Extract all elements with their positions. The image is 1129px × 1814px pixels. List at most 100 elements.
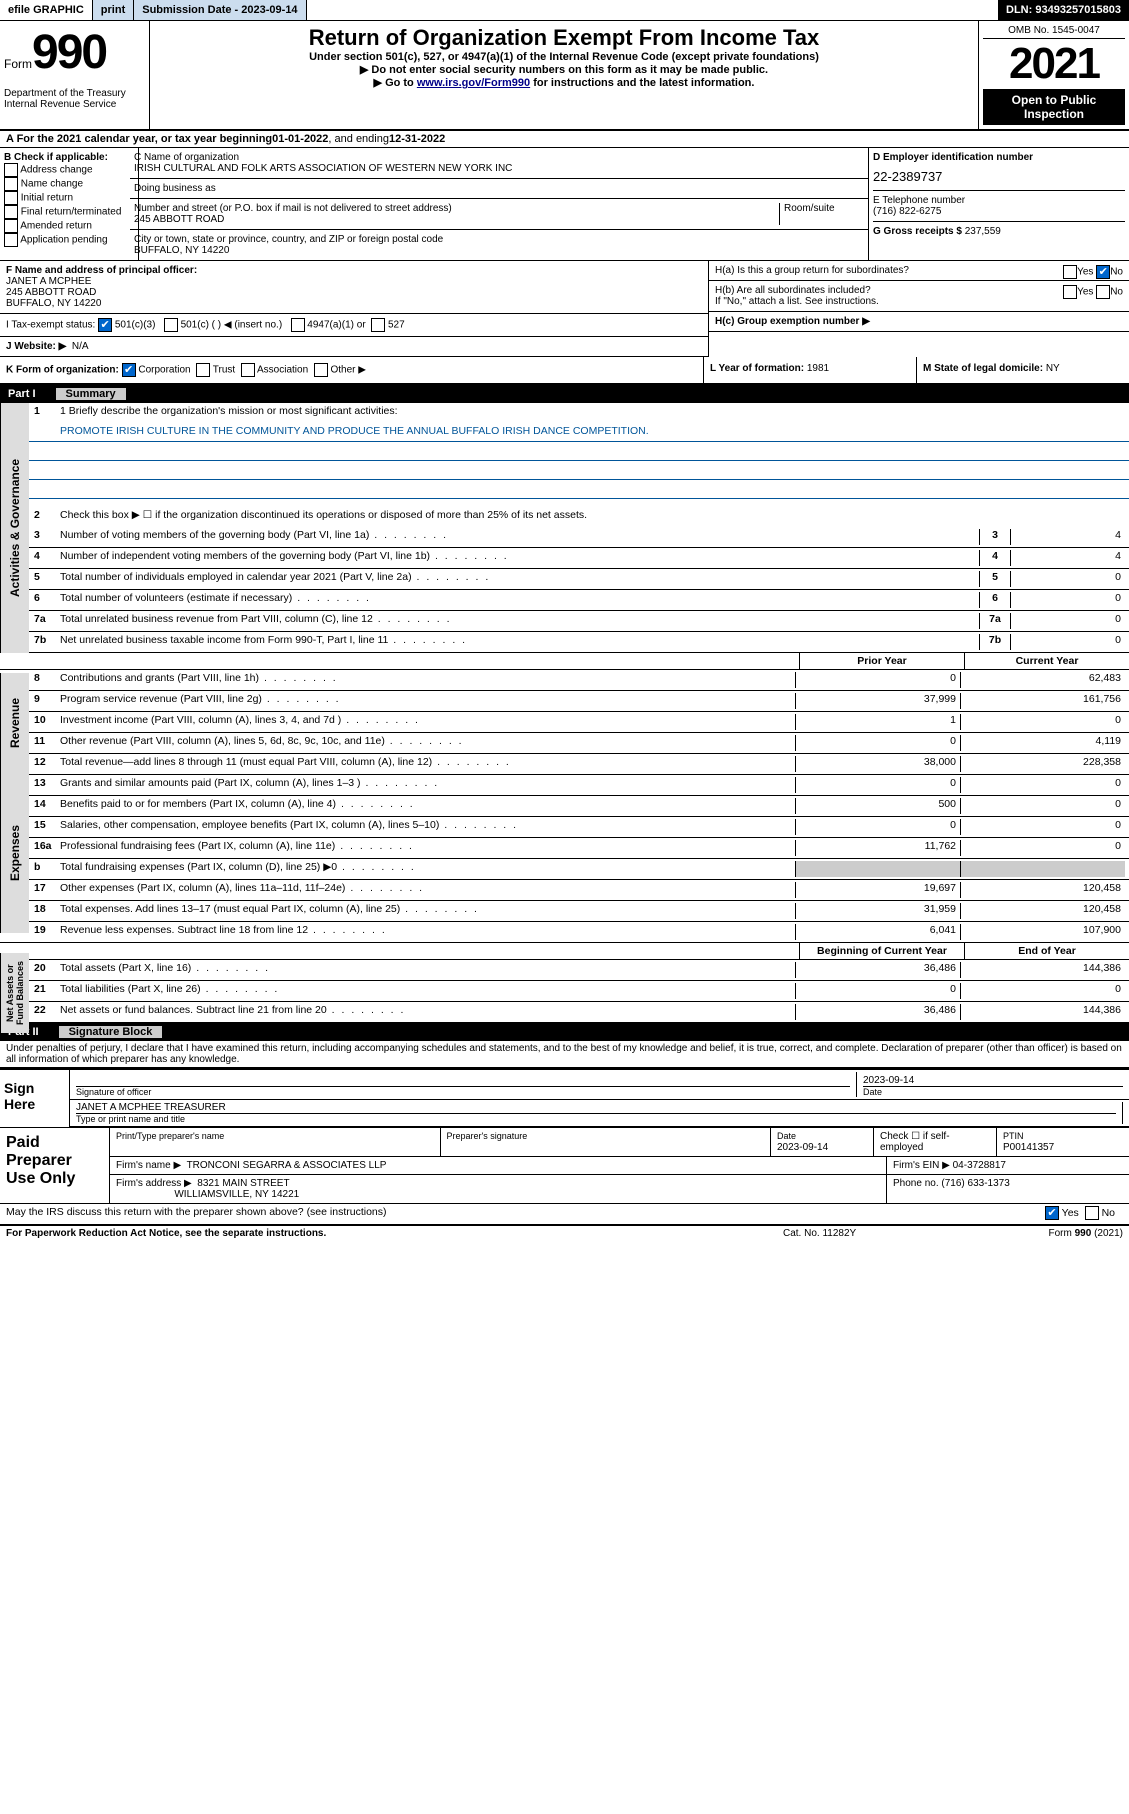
perjury-statement: Under penalties of perjury, I declare th…: [0, 1041, 1129, 1068]
top-bar: efile GRAPHIC print Submission Date - 20…: [0, 0, 1129, 21]
check-final-return[interactable]: Final return/terminated: [4, 205, 134, 219]
summary-line-13: 13Grants and similar amounts paid (Part …: [0, 775, 1129, 796]
form-990-number: 990: [32, 26, 106, 79]
section-f-officer: F Name and address of principal officer:…: [0, 261, 708, 314]
summary-line-12: 12Total revenue—add lines 8 through 11 (…: [0, 754, 1129, 775]
sign-here-label: Sign Here: [0, 1070, 70, 1127]
omb-number: OMB No. 1545-0047: [983, 25, 1125, 39]
tax-year: 2021: [983, 39, 1125, 89]
check-527[interactable]: [371, 318, 385, 332]
check-other[interactable]: [314, 363, 328, 377]
page-footer: For Paperwork Reduction Act Notice, see …: [0, 1225, 1129, 1241]
ha-yes[interactable]: [1063, 265, 1077, 279]
check-trust[interactable]: [196, 363, 210, 377]
org-name: IRISH CULTURAL AND FOLK ARTS ASSOCIATION…: [134, 163, 864, 174]
summary-line-17: 17Other expenses (Part IX, column (A), l…: [0, 880, 1129, 901]
check-501c[interactable]: [164, 318, 178, 332]
telephone: (716) 822-6275: [873, 206, 1125, 217]
section-h-b: H(b) Are all subordinates included? Yes …: [709, 281, 1129, 312]
prep-signature: Preparer's signature: [441, 1128, 772, 1156]
summary-line-9: 9Program service revenue (Part VIII, lin…: [0, 691, 1129, 712]
summary-line-8: 8Contributions and grants (Part VIII, li…: [0, 670, 1129, 691]
boy-eoy-header: Beginning of Current Year End of Year: [0, 943, 1129, 960]
section-k-form-org: K Form of organization: ✔ Corporation Tr…: [0, 357, 703, 383]
open-to-public: Open to Public Inspection: [983, 89, 1125, 125]
vert-expenses: Expenses: [0, 773, 29, 933]
section-i-tax-status: I Tax-exempt status: ✔ 501(c)(3) 501(c) …: [0, 314, 708, 337]
summary-line-15: 15Salaries, other compensation, employee…: [0, 817, 1129, 838]
firm-ein: Firm's EIN ▶ 04-3728817: [887, 1157, 1129, 1174]
check-501c3[interactable]: ✔: [98, 318, 112, 332]
form-title: Return of Organization Exempt From Incom…: [154, 25, 974, 51]
discuss-no[interactable]: [1085, 1206, 1099, 1220]
submission-date-button[interactable]: Submission Date - 2023-09-14: [134, 0, 306, 20]
summary-line-7a: 7aTotal unrelated business revenue from …: [0, 611, 1129, 632]
firm-name: Firm's name ▶ TRONCONI SEGARRA & ASSOCIA…: [110, 1157, 887, 1174]
efile-label: efile GRAPHIC: [0, 0, 93, 20]
officer-group-block: F Name and address of principal officer:…: [0, 261, 1129, 357]
hb-no[interactable]: [1096, 285, 1110, 299]
check-name-change[interactable]: Name change: [4, 177, 134, 191]
summary-line-14: 14Benefits paid to or for members (Part …: [0, 796, 1129, 817]
check-4947[interactable]: [291, 318, 305, 332]
summary-line-19: 19Revenue less expenses. Subtract line 1…: [0, 922, 1129, 943]
form-subtitle: Under section 501(c), 527, or 4947(a)(1)…: [154, 51, 974, 63]
line2: 2 Check this box ▶ ☐ if the organization…: [0, 507, 1129, 527]
check-amended[interactable]: Amended return: [4, 219, 134, 233]
mission-blank: [0, 461, 1129, 480]
hb-yes[interactable]: [1063, 285, 1077, 299]
summary-line-20: 20Total assets (Part X, line 16)36,48614…: [0, 960, 1129, 981]
officer-name-title: JANET A MCPHEE TREASURER: [76, 1102, 1116, 1113]
ssn-note: ▶ Do not enter social security numbers o…: [154, 63, 974, 76]
part1-header: Part I Summary: [0, 385, 1129, 403]
ein: 22-2389737: [873, 163, 1125, 190]
check-address-change[interactable]: Address change: [4, 163, 134, 177]
section-h-c: H(c) Group exemption number ▶: [709, 312, 1129, 332]
dln-label: DLN: 93493257015803: [998, 0, 1129, 20]
print-button[interactable]: print: [93, 0, 134, 20]
entity-info-grid: B Check if applicable: Address change Na…: [0, 148, 1129, 261]
summary-line-22: 22Net assets or fund balances. Subtract …: [0, 1002, 1129, 1023]
irs-link[interactable]: www.irs.gov/Form990: [417, 77, 530, 89]
ha-no[interactable]: ✔: [1096, 265, 1110, 279]
summary-line-11: 11Other revenue (Part VIII, column (A), …: [0, 733, 1129, 754]
form-title-block: Return of Organization Exempt From Incom…: [150, 21, 979, 129]
summary-line-4: 4Number of independent voting members of…: [0, 548, 1129, 569]
section-c-name-address: C Name of organization IRISH CULTURAL AN…: [130, 148, 869, 260]
summary-line-21: 21Total liabilities (Part X, line 26)00: [0, 981, 1129, 1002]
paid-preparer-block: Paid Preparer Use Only Print/Type prepar…: [0, 1127, 1129, 1203]
discuss-with-preparer: May the IRS discuss this return with the…: [0, 1203, 1129, 1225]
check-corp[interactable]: ✔: [122, 363, 136, 377]
vert-net-assets: Net Assets or Fund Balances: [0, 953, 29, 1033]
mission-blank: [0, 480, 1129, 499]
room-suite: Room/suite: [779, 203, 864, 225]
line1-mission-label: 1 1 Briefly describe the organization's …: [0, 403, 1129, 423]
gross-receipts: 237,559: [965, 226, 1001, 237]
vert-activities: Activities & Governance: [0, 403, 29, 653]
summary-line-5: 5Total number of individuals employed in…: [0, 569, 1129, 590]
check-initial-return[interactable]: Initial return: [4, 191, 134, 205]
mission-text: PROMOTE IRISH CULTURE IN THE COMMUNITY A…: [0, 423, 1129, 442]
section-m-state: M State of legal domicile: NY: [916, 357, 1129, 383]
prep-name: Print/Type preparer's name: [110, 1128, 441, 1156]
summary-line-18: 18Total expenses. Add lines 13–17 (must …: [0, 901, 1129, 922]
check-app-pending[interactable]: Application pending: [4, 233, 134, 247]
section-b-checkboxes: B Check if applicable: Address change Na…: [0, 148, 139, 260]
check-assoc[interactable]: [241, 363, 255, 377]
mission-blank: [0, 442, 1129, 461]
summary-line-b: bTotal fundraising expenses (Part IX, co…: [0, 859, 1129, 880]
section-a-tax-year: A For the 2021 calendar year, or tax yea…: [0, 131, 1129, 148]
paid-preparer-label: Paid Preparer Use Only: [0, 1128, 110, 1203]
ptin: PTIN P00141357: [997, 1128, 1129, 1156]
summary-line-6: 6Total number of volunteers (estimate if…: [0, 590, 1129, 611]
section-d-e-g: D Employer identification number 22-2389…: [869, 148, 1129, 260]
goto-note: ▶ Go to www.irs.gov/Form990 for instruct…: [154, 76, 974, 89]
part1-body: Activities & Governance 1 1 Briefly desc…: [0, 403, 1129, 1023]
discuss-yes[interactable]: ✔: [1045, 1206, 1059, 1220]
prior-current-header: Prior Year Current Year: [0, 653, 1129, 670]
vert-revenue: Revenue: [0, 673, 29, 773]
firm-address: Firm's address ▶ 8321 MAIN STREET WILLIA…: [110, 1175, 887, 1203]
firm-phone: Phone no. (716) 633-1373: [887, 1175, 1129, 1203]
summary-line-10: 10Investment income (Part VIII, column (…: [0, 712, 1129, 733]
city-state-zip: BUFFALO, NY 14220: [134, 245, 864, 256]
